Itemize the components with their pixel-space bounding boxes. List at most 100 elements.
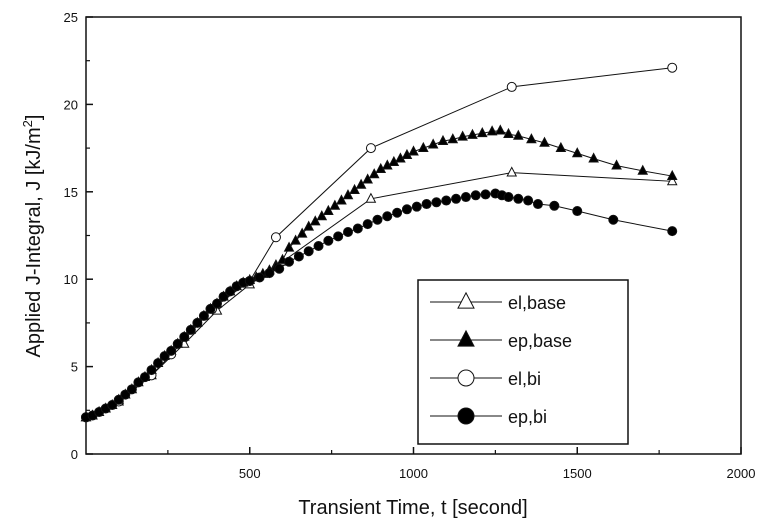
legend-label-el-base: el,base	[508, 293, 566, 313]
data-point-el-base	[666, 175, 678, 186]
data-point-ep-base	[303, 220, 315, 231]
data-point-ep-bi	[313, 240, 324, 251]
data-point-ep-base	[437, 134, 449, 146]
data-point-el-bi	[365, 143, 376, 154]
data-point-ep-bi	[667, 226, 678, 237]
y-axis-title-superscript: 2	[20, 120, 35, 127]
data-point-ep-bi	[460, 192, 471, 203]
legend-items: el,base ep,base el,bi ep,bi	[430, 291, 572, 427]
legend-label-ep-base: ep,base	[508, 331, 572, 351]
data-point-ep-bi	[572, 206, 583, 217]
data-point-ep-bi	[264, 268, 275, 279]
data-point-ep-bi	[139, 372, 150, 383]
x-tick-label: 1000	[399, 466, 428, 481]
data-point-ep-base	[637, 164, 649, 175]
data-point-ep-bi	[198, 310, 209, 321]
data-point-ep-bi	[218, 291, 229, 302]
data-point-ep-base	[296, 227, 308, 238]
data-point-ep-base	[611, 159, 622, 170]
data-point-ep-base	[427, 138, 439, 149]
data-point-ep-bi	[470, 190, 481, 201]
data-point-ep-base	[588, 152, 599, 163]
data-point-ep-bi	[274, 263, 285, 274]
data-point-ep-base	[512, 129, 524, 140]
data-point-ep-base	[362, 173, 373, 184]
data-point-ep-base	[290, 234, 301, 245]
data-point-ep-bi	[608, 214, 619, 225]
data-point-ep-bi	[126, 384, 137, 395]
data-point-ep-base	[342, 189, 354, 200]
data-point-ep-bi	[244, 275, 255, 286]
y-tick-label: 20	[64, 97, 78, 112]
axis-ticks: 500 1000 1500 2000 0 5 10 15 20 25	[64, 10, 756, 481]
data-point-ep-base	[571, 147, 583, 158]
y-tick-label: 15	[64, 185, 78, 200]
legend-label-ep-bi: ep,bi	[508, 407, 547, 427]
y-axis-title-main: Applied J-Integral, J [kJ/m	[23, 127, 45, 357]
legend-marker-el-base	[457, 291, 475, 309]
data-point-ep-bi	[113, 394, 124, 405]
data-point-ep-bi	[107, 400, 118, 411]
series-layer	[80, 62, 678, 423]
data-point-el-bi	[506, 81, 517, 92]
data-point-ep-bi	[503, 192, 514, 203]
data-point-ep-bi	[166, 345, 177, 356]
y-tick-label: 0	[71, 447, 78, 462]
data-point-ep-bi	[382, 211, 393, 222]
legend-box	[417, 279, 629, 445]
data-point-ep-base	[336, 194, 347, 205]
y-tick-label: 10	[64, 272, 78, 287]
data-point-ep-base	[526, 133, 537, 144]
data-point-ep-base	[355, 178, 367, 189]
data-point-ep-bi	[254, 272, 265, 283]
y-tick-label: 5	[71, 360, 78, 375]
data-point-ep-bi	[513, 193, 524, 204]
data-point-ep-bi	[532, 199, 543, 210]
data-point-ep-bi	[120, 389, 131, 400]
series-ep-base	[80, 124, 678, 422]
data-point-ep-bi	[523, 195, 534, 206]
data-point-ep-base	[476, 127, 488, 138]
legend-marker-el-bi	[457, 369, 475, 387]
data-point-ep-base	[457, 130, 468, 141]
data-point-el-base	[365, 192, 377, 203]
legend: el,base ep,base el,bi ep,bi	[417, 279, 629, 445]
data-point-ep-base	[283, 241, 295, 252]
data-point-ep-bi	[172, 338, 183, 349]
x-tick-label: 1500	[563, 466, 592, 481]
data-point-ep-base	[467, 128, 478, 139]
x-axis-title: Transient Time, t [second]	[298, 497, 527, 519]
y-tick-label: 25	[64, 10, 78, 25]
data-point-ep-bi	[179, 331, 190, 342]
data-point-ep-base	[408, 145, 419, 156]
data-point-ep-base	[349, 183, 360, 194]
data-point-ep-bi	[205, 303, 216, 314]
data-point-ep-bi	[185, 324, 196, 335]
data-point-ep-bi	[421, 199, 432, 210]
data-point-ep-base	[323, 204, 334, 215]
data-point-ep-bi	[431, 197, 442, 208]
legend-marker-ep-base	[457, 329, 475, 347]
legend-label-el-bi: el,bi	[508, 369, 541, 389]
data-point-ep-bi	[293, 251, 304, 262]
data-point-ep-bi	[392, 207, 403, 218]
data-point-el-base	[506, 166, 518, 177]
data-point-ep-bi	[451, 193, 462, 204]
plot-area-frame	[85, 16, 742, 455]
data-point-ep-base	[486, 125, 498, 136]
data-point-ep-base	[666, 169, 678, 180]
legend-marker-ep-bi	[457, 407, 475, 425]
data-point-ep-bi	[192, 317, 203, 328]
data-point-ep-base	[503, 127, 514, 139]
data-point-ep-bi	[333, 231, 344, 242]
data-point-ep-base	[316, 210, 328, 221]
data-point-ep-bi	[362, 219, 373, 230]
y-axis-title: Applied J-Integral, J [kJ/m2]	[20, 115, 45, 358]
data-point-ep-base	[368, 168, 380, 179]
data-point-el-bi	[667, 62, 678, 73]
data-point-ep-bi	[303, 246, 314, 257]
data-point-ep-bi	[480, 189, 491, 200]
data-point-el-bi	[270, 232, 281, 243]
data-point-ep-bi	[159, 351, 170, 362]
